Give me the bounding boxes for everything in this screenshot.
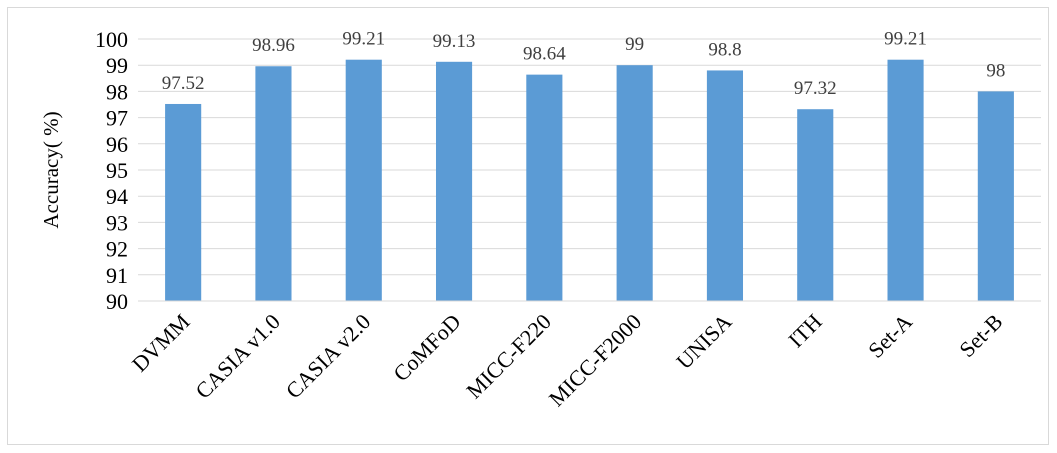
x-tick-label: ITH [783,309,827,353]
data-label: 97.32 [794,78,837,99]
x-tick-label: DVMM [127,309,195,377]
y-tick-label: 93 [106,210,128,235]
bar [616,65,653,301]
y-tick-label: 92 [106,237,128,262]
x-tick-label: MICC-F220 [461,309,556,404]
data-labels: 97.52 98.96 99.21 99.13 98.64 99 98.8 97.32 99.2… [162,29,1006,100]
data-label: 98.64 [523,44,566,65]
x-tick-label: CASIA v2.0 [281,309,376,404]
y-tick-label: 96 [106,132,128,157]
x-tick-label: MICC-F2000 [544,309,646,411]
y-tick-label: 100 [95,27,128,52]
bar [887,59,924,302]
data-label: 99.21 [884,29,927,50]
bars [165,59,1014,302]
chart-frame: 90 91 92 93 94 95 96 97 98 99 100 97.52 98.96 99.21 9… [7,7,1049,445]
bar [526,74,563,302]
bar [797,109,834,301]
y-tick-label: 94 [106,184,128,209]
data-label: 99.13 [433,31,476,52]
data-label: 99.21 [342,29,385,50]
bar [255,66,292,301]
y-tick-label: 97 [106,106,128,131]
y-tick-label: 90 [106,289,128,314]
x-tick-label: Set-A [863,309,917,363]
bar [435,61,473,301]
data-label: 98.96 [252,35,295,56]
x-tick-label: UNISA [671,309,736,374]
y-tick-label: 91 [106,263,128,288]
x-tick-label: Set-B [954,309,1007,362]
data-label: 98 [986,60,1005,81]
bar [977,91,1014,302]
y-tick-label: 98 [106,79,128,104]
bar [706,70,744,301]
bar [165,103,202,301]
y-tick-label: 95 [106,158,128,183]
x-tick-label: CoMFoD [388,309,465,386]
y-tick-label: 99 [106,53,128,78]
bar [345,59,382,302]
x-tick-label: CASIA v1.0 [190,309,285,404]
y-axis-label: Accuracy( %) [39,111,63,228]
data-label: 97.52 [162,73,205,94]
data-label: 99 [625,34,644,55]
data-label: 98.8 [708,39,741,60]
